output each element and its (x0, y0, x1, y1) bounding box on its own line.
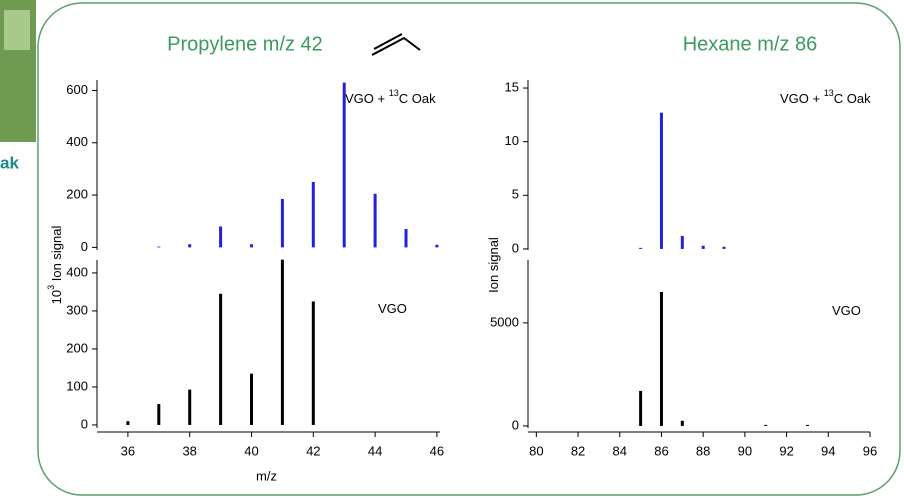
panel-label: VGO (378, 301, 407, 316)
y-axis-label-part: Ion signal (486, 237, 501, 293)
chart-title: Hexane m/z 86 (683, 33, 818, 55)
x-tick-label: 92 (779, 443, 793, 458)
chart-title: Propylene m/z 42 (167, 33, 323, 55)
y-tick-label: 0 (512, 417, 519, 432)
bar (219, 293, 223, 425)
panel-label-part: 13 (389, 88, 399, 98)
x-tick-label: 80 (529, 443, 543, 458)
y-tick-label: 600 (66, 82, 88, 97)
photo-leaf (4, 10, 30, 50)
x-tick-label: 94 (821, 443, 835, 458)
bar (722, 246, 726, 249)
bar (250, 244, 254, 248)
panel-label-part: VGO + (780, 91, 824, 106)
bar (157, 404, 161, 425)
bar (659, 291, 663, 426)
x-tick-label: 42 (306, 443, 320, 458)
x-tick-label: 84 (613, 443, 627, 458)
x-tick-label: 82 (571, 443, 585, 458)
bar (188, 389, 192, 425)
bar (701, 245, 705, 249)
x-tick-label: 46 (430, 443, 444, 458)
x-tick-label: 44 (368, 443, 382, 458)
x-tick-label: 38 (182, 443, 196, 458)
y-axis-label-part: Ion signal (49, 226, 64, 285)
panel-label-part: VGO (832, 303, 861, 318)
panel-label-part: 13 (824, 88, 834, 98)
x-tick-label: 96 (863, 443, 877, 458)
bar (342, 82, 346, 248)
y-tick-label: 5000 (490, 314, 519, 329)
y-tick-label: 0 (81, 239, 88, 254)
bar (659, 112, 663, 249)
panel-label: VGO (832, 303, 861, 318)
bar (311, 182, 315, 248)
bar (680, 420, 684, 426)
bar (188, 244, 192, 248)
y-tick-label: 200 (66, 187, 88, 202)
bar (404, 229, 408, 248)
bar (805, 424, 809, 426)
bar (311, 301, 315, 425)
side-text: ak (0, 153, 19, 172)
panel-label: VGO + 13C Oak (345, 88, 436, 106)
x-tick-label: 36 (121, 443, 135, 458)
bar (126, 421, 130, 425)
bar (219, 226, 223, 248)
y-axis-label: Ion signal (486, 237, 501, 293)
y-tick-label: 5 (512, 187, 519, 202)
y-axis-label-part: 10 (49, 290, 64, 304)
y-tick-label: 100 (66, 378, 88, 393)
bar (435, 244, 439, 248)
slide-frame (37, 2, 901, 496)
panel-label: VGO + 13C Oak (780, 88, 871, 106)
y-tick-label: 0 (81, 416, 88, 431)
bar (764, 424, 768, 426)
y-tick-label: 200 (66, 340, 88, 355)
y-tick-label: 400 (66, 134, 88, 149)
panel-label-part: VGO (378, 301, 407, 316)
y-tick-label: 10 (505, 133, 519, 148)
y-tick-label: 300 (66, 302, 88, 317)
x-tick-label: 88 (696, 443, 710, 458)
x-tick-label: 86 (654, 443, 668, 458)
y-axis-label-part: 3 (46, 285, 56, 290)
bar (280, 259, 284, 425)
panel-label-part: C Oak (399, 91, 436, 106)
y-tick-label: 0 (512, 240, 519, 255)
panel-label-part: C Oak (834, 91, 871, 106)
bar (680, 236, 684, 249)
bar (639, 247, 643, 249)
panel-label-part: VGO + (345, 91, 389, 106)
x-axis-label: m/z (256, 468, 277, 483)
bar (280, 199, 284, 248)
y-tick-label: 15 (505, 79, 519, 94)
x-tick-label: 40 (244, 443, 258, 458)
y-tick-label: 400 (66, 264, 88, 279)
bar (157, 246, 161, 248)
y-axis-label: 103 Ion signal (46, 226, 64, 305)
x-tick-label: 90 (738, 443, 752, 458)
molecule-sketch (371, 36, 421, 56)
bar (250, 373, 254, 425)
molecule-sketch (373, 33, 403, 50)
bar (373, 193, 377, 248)
bar (639, 390, 643, 426)
